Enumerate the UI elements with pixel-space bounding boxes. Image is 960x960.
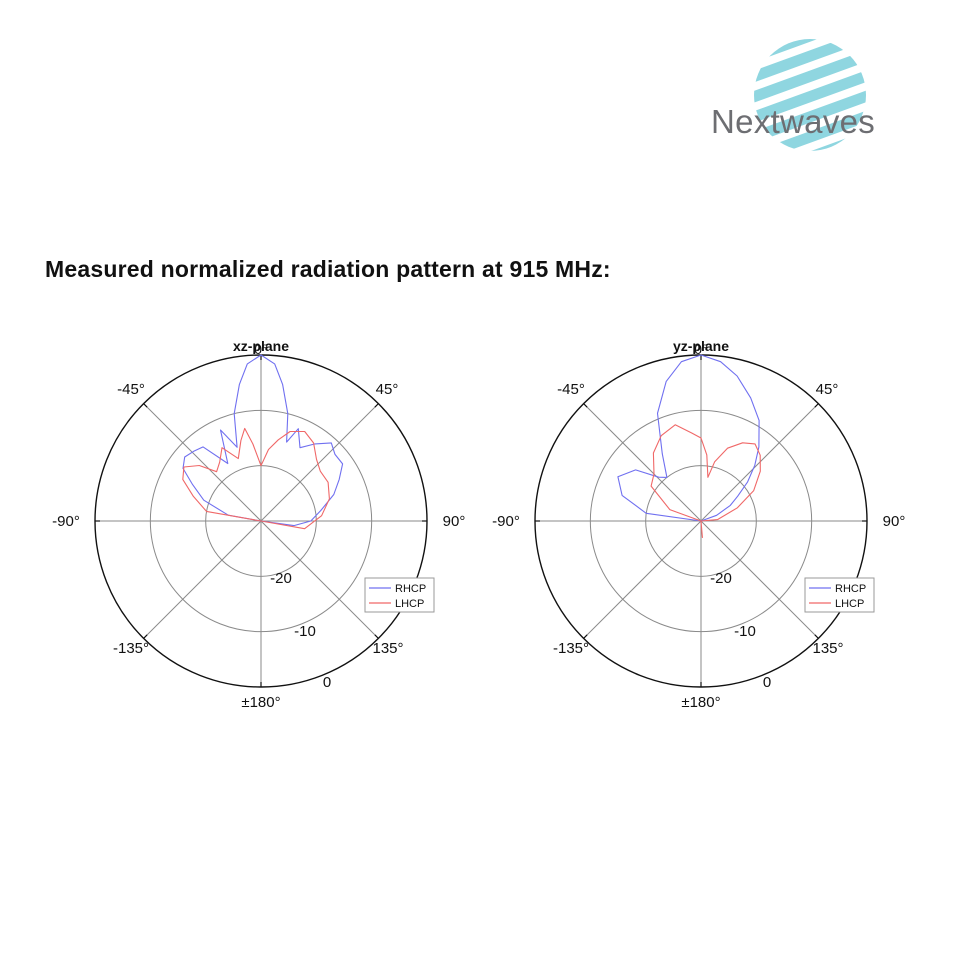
series-rhcp-line <box>617 354 760 522</box>
legend-box <box>804 577 875 613</box>
logo-wordmark: Nextwaves <box>711 103 876 140</box>
radial-label: -20 <box>710 570 732 587</box>
angle-label: 90° <box>443 513 466 530</box>
zero-angle-label: 0° <box>694 341 707 357</box>
radial-label: -10 <box>734 623 756 640</box>
angle-tick <box>814 403 819 408</box>
angle-label: 45° <box>816 381 839 398</box>
angle-label: -45° <box>557 381 585 398</box>
angle-label: 90° <box>883 513 906 530</box>
legend-box <box>364 577 435 613</box>
radial-label: -10 <box>294 623 316 640</box>
angle-tick <box>583 634 588 639</box>
angle-tick <box>374 403 379 408</box>
angle-label: 135° <box>372 640 403 657</box>
radial-label: 0 <box>763 674 771 691</box>
angle-tick <box>143 403 148 408</box>
legend-label: RHCP <box>395 583 426 595</box>
logo-stripe <box>754 39 866 97</box>
angle-tick <box>583 403 588 408</box>
wave-logo-mark <box>754 39 866 151</box>
angle-label: -90° <box>492 513 520 530</box>
angle-tick <box>374 634 379 639</box>
radial-label: 0 <box>323 674 331 691</box>
angle-label: 135° <box>812 640 843 657</box>
series-rhcp-line <box>182 354 344 527</box>
legend-label: RHCP <box>835 583 866 595</box>
angle-label: 45° <box>376 381 399 398</box>
series-lhcp-line <box>182 427 330 530</box>
angle-tick <box>814 634 819 639</box>
angle-label: ±180° <box>241 694 280 711</box>
nextwaves-logo: Nextwaves <box>700 30 930 160</box>
logo-stripe <box>754 53 866 133</box>
angle-label: ±180° <box>681 694 720 711</box>
angle-label: -90° <box>52 513 80 530</box>
series-lhcp-line <box>650 424 761 539</box>
radial-label: -20 <box>270 570 292 587</box>
logo-stripe <box>754 71 866 151</box>
angle-label: -135° <box>553 640 589 657</box>
angle-label: -135° <box>113 640 149 657</box>
zero-angle-label: 0° <box>254 341 267 357</box>
chart-title: yz-plane <box>673 338 729 354</box>
legend-label: LHCP <box>395 598 424 610</box>
angle-label: -45° <box>117 381 145 398</box>
page-heading: Measured normalized radiation pattern at… <box>45 256 611 282</box>
legend-label: LHCP <box>835 598 864 610</box>
angle-tick <box>143 634 148 639</box>
chart-title: xz-plane <box>233 338 289 354</box>
